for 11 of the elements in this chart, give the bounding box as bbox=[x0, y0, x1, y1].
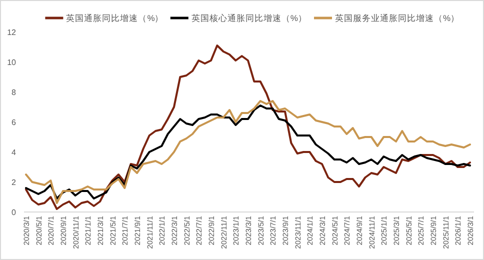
legend-label: 英国服务业通胀同比增速（%） bbox=[335, 12, 460, 23]
y-tick-label: 12 bbox=[7, 28, 17, 37]
y-tick-label: 8 bbox=[12, 88, 17, 97]
y-tick-label: 10 bbox=[7, 58, 17, 67]
y-tick-label: 4 bbox=[12, 148, 17, 157]
legend-label: 英国核心通胀同比增速（%） bbox=[191, 12, 307, 23]
y-tick-label: 2 bbox=[12, 178, 17, 187]
legend-label: 英国通胀同比增速（%） bbox=[66, 12, 164, 23]
line-series bbox=[25, 44, 471, 210]
y-tick-label: 6 bbox=[12, 118, 17, 127]
y-tick-label: 0 bbox=[12, 208, 17, 217]
